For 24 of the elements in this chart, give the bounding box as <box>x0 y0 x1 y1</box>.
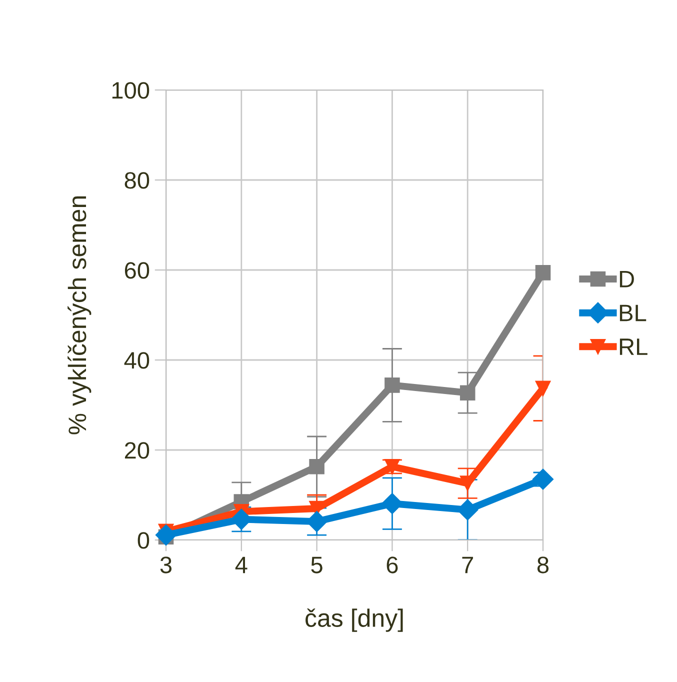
x-tick-label: 8 <box>537 556 549 574</box>
point <box>535 265 551 280</box>
y-tick-label: 20 <box>124 442 150 459</box>
point <box>384 459 400 474</box>
x-tick-label: 3 <box>160 556 172 574</box>
point <box>384 378 400 393</box>
x-tick-label: 5 <box>311 556 322 574</box>
legend-label: RL <box>620 338 648 355</box>
point <box>532 468 554 490</box>
x-tick-label: 4 <box>235 556 248 574</box>
y-tick-label: 80 <box>124 172 150 189</box>
y-tick-label: 40 <box>124 352 150 369</box>
point <box>309 459 324 474</box>
point <box>535 380 551 396</box>
legend-label: D <box>620 271 634 288</box>
y-axis-title: % vyklíčených semen <box>68 196 92 434</box>
legend-label: BL <box>620 304 646 322</box>
point <box>460 385 476 400</box>
y-tick-label: 100 <box>112 82 150 99</box>
x-tick-label: 7 <box>462 556 473 574</box>
x-axis-title: čas [dny] <box>306 608 403 632</box>
y-tick-label: 0 <box>138 532 150 549</box>
y-tick-label: 60 <box>124 262 150 279</box>
x-tick-label: 6 <box>386 556 398 574</box>
